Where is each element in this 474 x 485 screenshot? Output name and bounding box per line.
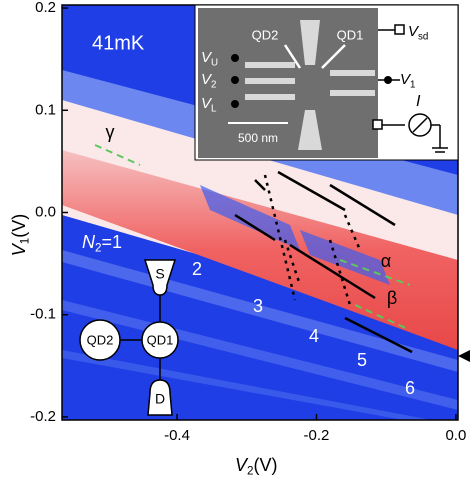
inset-gate-1: V1 bbox=[400, 71, 415, 90]
x-axis-label-symbol: V bbox=[235, 455, 249, 475]
inset-gate-l: VL bbox=[201, 95, 217, 114]
line-label: β bbox=[387, 288, 397, 308]
inset-bias: Vsd bbox=[408, 23, 428, 42]
inset-gate-1-subscript: 1 bbox=[410, 79, 415, 90]
x-axis-label-unit: (V) bbox=[254, 455, 278, 475]
region-label: 4 bbox=[309, 326, 319, 346]
region-label: 2 bbox=[192, 259, 202, 279]
y-tick-label: -0.1 bbox=[30, 306, 56, 323]
occupancy-label: N2=1 bbox=[82, 232, 122, 255]
y-tick-label: -0.2 bbox=[30, 408, 56, 425]
inset-dot2: QD2 bbox=[252, 27, 279, 42]
x-tick-label: 0.0 bbox=[445, 427, 466, 444]
inset-bias-subscript: sd bbox=[418, 31, 428, 42]
region-label: 5 bbox=[357, 350, 367, 370]
occupancy-label-rest: =1 bbox=[102, 232, 123, 252]
inset-gate-l-subscript: L bbox=[211, 103, 217, 114]
inset-gate-1-symbol: V bbox=[400, 71, 412, 88]
schematic-dot2: QD2 bbox=[87, 332, 114, 347]
inset-gate-u-symbol: V bbox=[201, 49, 213, 66]
temperature-label: 41mK bbox=[92, 32, 145, 54]
y-axis-label-subscript: 1 bbox=[18, 238, 31, 245]
inset-current: I bbox=[416, 93, 421, 110]
occupancy-label-symbol: N bbox=[82, 232, 96, 252]
y-axis-label-unit: (V) bbox=[9, 214, 29, 238]
inset-gate-u-subscript: U bbox=[211, 57, 218, 68]
x-tick-label: -0.4 bbox=[164, 427, 190, 444]
y-tick-label: 0.0 bbox=[35, 203, 56, 220]
region-label: 6 bbox=[405, 378, 415, 398]
inset-gate-u: VU bbox=[201, 49, 218, 68]
inset-bias-symbol: V bbox=[408, 23, 420, 40]
inset-gate-l-symbol: V bbox=[201, 95, 213, 112]
inset-gate-2-subscript: 2 bbox=[211, 79, 216, 90]
schematic-source: S bbox=[155, 266, 164, 282]
y-axis-label: V1(V) bbox=[9, 214, 32, 257]
inset-gate-2-symbol: V bbox=[201, 71, 213, 88]
inset-gate-2: V2 bbox=[201, 71, 216, 90]
inset-scale-bar: 500 nm bbox=[238, 131, 278, 145]
y-axis-label-symbol: V bbox=[9, 242, 29, 256]
x-axis-label-subscript: 2 bbox=[247, 464, 254, 477]
line-label: γ bbox=[106, 122, 115, 142]
x-tick-label: -0.2 bbox=[304, 427, 330, 444]
y-tick-label: 0.1 bbox=[35, 101, 56, 118]
region-label: 3 bbox=[253, 296, 263, 316]
schematic-dot1: QD1 bbox=[147, 332, 174, 347]
schematic-drain: D bbox=[155, 391, 165, 407]
occupancy-label-subscript: 2 bbox=[95, 241, 102, 254]
y-tick-label: 0.2 bbox=[35, 0, 56, 16]
line-label: α bbox=[381, 251, 391, 271]
x-axis-label: V2(V) bbox=[235, 455, 278, 478]
inset-dot1: QD1 bbox=[337, 27, 364, 42]
